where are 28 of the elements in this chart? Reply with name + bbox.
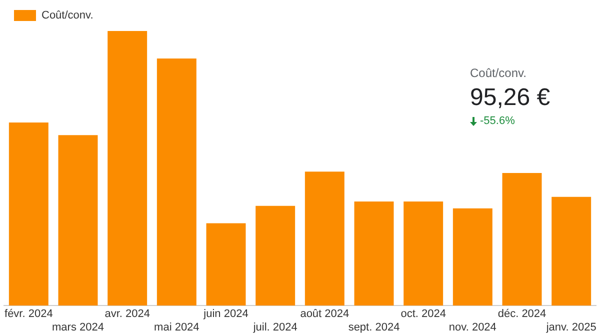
annotation: -55.6% (480, 115, 515, 127)
x-tick-label: févr. 2024 (4, 308, 53, 320)
bar (156, 58, 196, 306)
bar (304, 172, 344, 306)
x-tick-label: avr. 2024 (104, 308, 150, 320)
x-tick-label: janv. 2025 (545, 321, 596, 334)
x-tick-label: oct. 2024 (400, 308, 446, 320)
x-tick-label: nov. 2024 (448, 321, 496, 334)
annotation: Coût/conv. (470, 66, 528, 80)
bar (452, 208, 492, 306)
bar (502, 172, 542, 306)
x-tick-label: août 2024 (300, 308, 350, 320)
x-tick-label: juin 2024 (202, 308, 248, 320)
legend-label: Coût/conv. (42, 10, 94, 22)
bar (8, 122, 48, 306)
x-tick-label: mai 2024 (154, 321, 200, 334)
bar (108, 31, 148, 306)
bar (256, 206, 296, 306)
bar (354, 202, 394, 306)
x-tick-label: mars 2024 (52, 321, 104, 334)
bar (404, 202, 444, 306)
x-tick-label: juil. 2024 (252, 321, 298, 334)
annotation: 95,26 € (470, 84, 550, 112)
x-tick-label: sept. 2024 (348, 321, 400, 334)
x-tick-label: déc. 2024 (498, 308, 546, 320)
bar (206, 223, 246, 306)
bar (552, 196, 592, 306)
bar (58, 135, 98, 306)
